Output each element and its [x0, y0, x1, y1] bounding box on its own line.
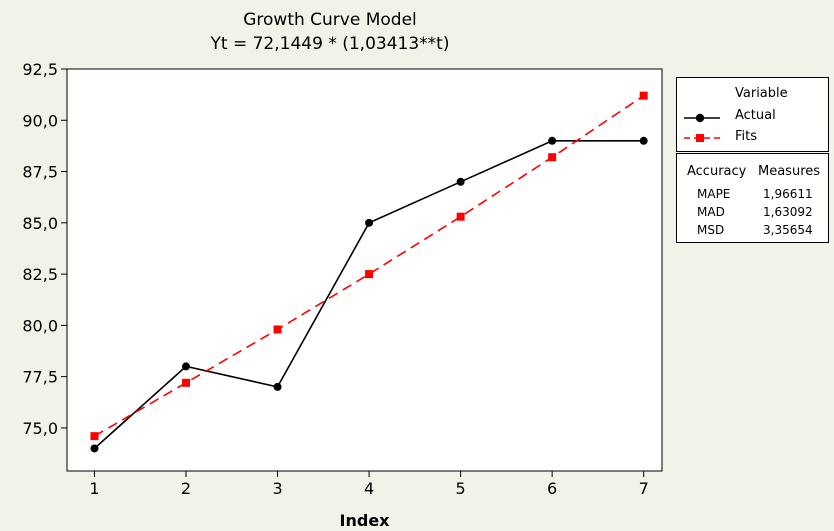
- point-actual-4: [365, 218, 374, 227]
- y-tick-label-6: 90,0: [22, 111, 58, 130]
- point-actual-3: [273, 382, 282, 391]
- legend: Variable Actual Fits: [676, 77, 829, 152]
- x-tick-label-2: 3: [272, 479, 282, 498]
- y-tick-label-0: 75,0: [22, 419, 58, 438]
- x-tick-label-0: 1: [89, 479, 99, 498]
- x-tick-label-3: 4: [364, 479, 374, 498]
- point-fits-7: [639, 91, 648, 100]
- accuracy-title-right: Measures: [758, 164, 821, 179]
- legend-label-actual: Actual: [735, 108, 776, 123]
- x-tick-label-5: 6: [547, 479, 557, 498]
- legend-label-fits: Fits: [735, 129, 758, 144]
- y-tick-label-2: 80,0: [22, 316, 58, 335]
- point-actual-7: [639, 136, 648, 145]
- point-fits-5: [456, 212, 465, 221]
- plot-frame: [66, 68, 663, 472]
- point-fits-3: [273, 325, 282, 334]
- y-tick-label-1: 77,5: [22, 368, 58, 387]
- accuracy-label-mape: MAPE: [697, 187, 731, 201]
- accuracy-value-mad: 1,63092: [763, 205, 813, 219]
- point-fits-2: [182, 378, 190, 387]
- chart-subtitle: Yt = 72,1449 * (1,03413**t): [210, 34, 450, 54]
- y-tick-label-5: 87,5: [22, 163, 58, 182]
- point-actual-2: [182, 362, 190, 371]
- legend-fits-swatch: [684, 134, 720, 142]
- legend-actual-swatch: [684, 113, 720, 123]
- point-actual-5: [456, 177, 465, 186]
- x-tick-label-1: 2: [181, 479, 191, 498]
- accuracy-label-msd: MSD: [697, 223, 725, 237]
- legend-title: Variable: [735, 86, 788, 101]
- chart-title: Growth Curve Model: [243, 10, 417, 30]
- accuracy-value-msd: 3,35654: [763, 223, 813, 237]
- y-tick-label-3: 82,5: [22, 265, 58, 284]
- point-actual-6: [548, 136, 557, 145]
- accuracy-value-mape: 1,96611: [763, 187, 813, 201]
- x-tick-label-6: 7: [639, 479, 649, 498]
- accuracy-measures-box: Accuracy Measures MAPE 1,96611 MAD 1,630…: [676, 153, 829, 243]
- accuracy-title-left: Accuracy: [687, 164, 747, 179]
- y-tick-label-4: 85,0: [22, 214, 58, 233]
- point-fits-1: [90, 432, 99, 441]
- point-fits-4: [365, 270, 374, 279]
- accuracy-label-mad: MAD: [697, 205, 725, 219]
- y-tick-label-7: 92,5: [22, 60, 58, 79]
- x-axis-label: Index: [340, 511, 391, 530]
- x-tick-label-4: 5: [456, 479, 466, 498]
- point-actual-1: [90, 444, 99, 453]
- point-fits-6: [548, 153, 557, 162]
